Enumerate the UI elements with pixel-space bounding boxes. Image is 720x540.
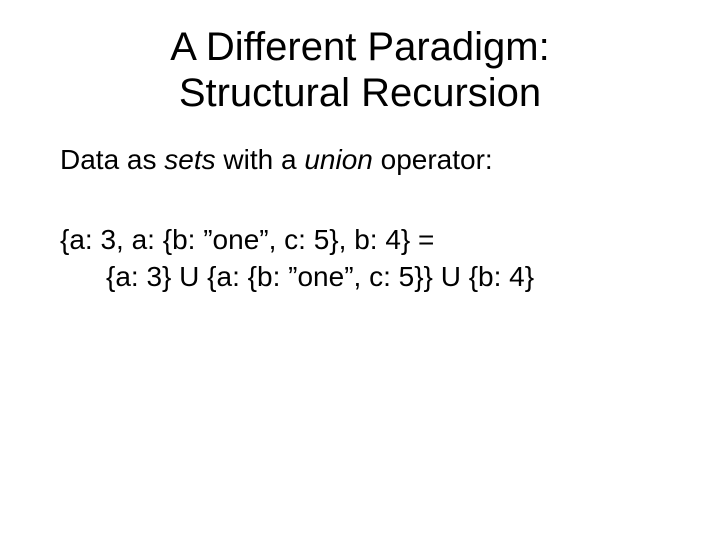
body-mid: with a	[216, 144, 305, 175]
slide-container: A Different Paradigm: Structural Recursi…	[0, 0, 720, 540]
body-prefix: Data as	[60, 144, 164, 175]
equation-line-1: {a: 3, a: {b: ”one”, c: 5}, b: 4} =	[60, 222, 660, 258]
spacer	[60, 194, 660, 222]
body-sets: sets	[164, 144, 215, 175]
title-line-1: A Different Paradigm:	[170, 25, 549, 69]
body-union: union	[304, 144, 373, 175]
body-suffix: operator:	[373, 144, 493, 175]
equation-line-2: {a: 3} U {a: {b: ”one”, c: 5}} U {b: 4}	[60, 259, 660, 295]
title-line-2: Structural Recursion	[179, 71, 541, 115]
body-text: Data as sets with a union operator:	[60, 142, 660, 178]
slide-title: A Different Paradigm: Structural Recursi…	[60, 24, 660, 116]
